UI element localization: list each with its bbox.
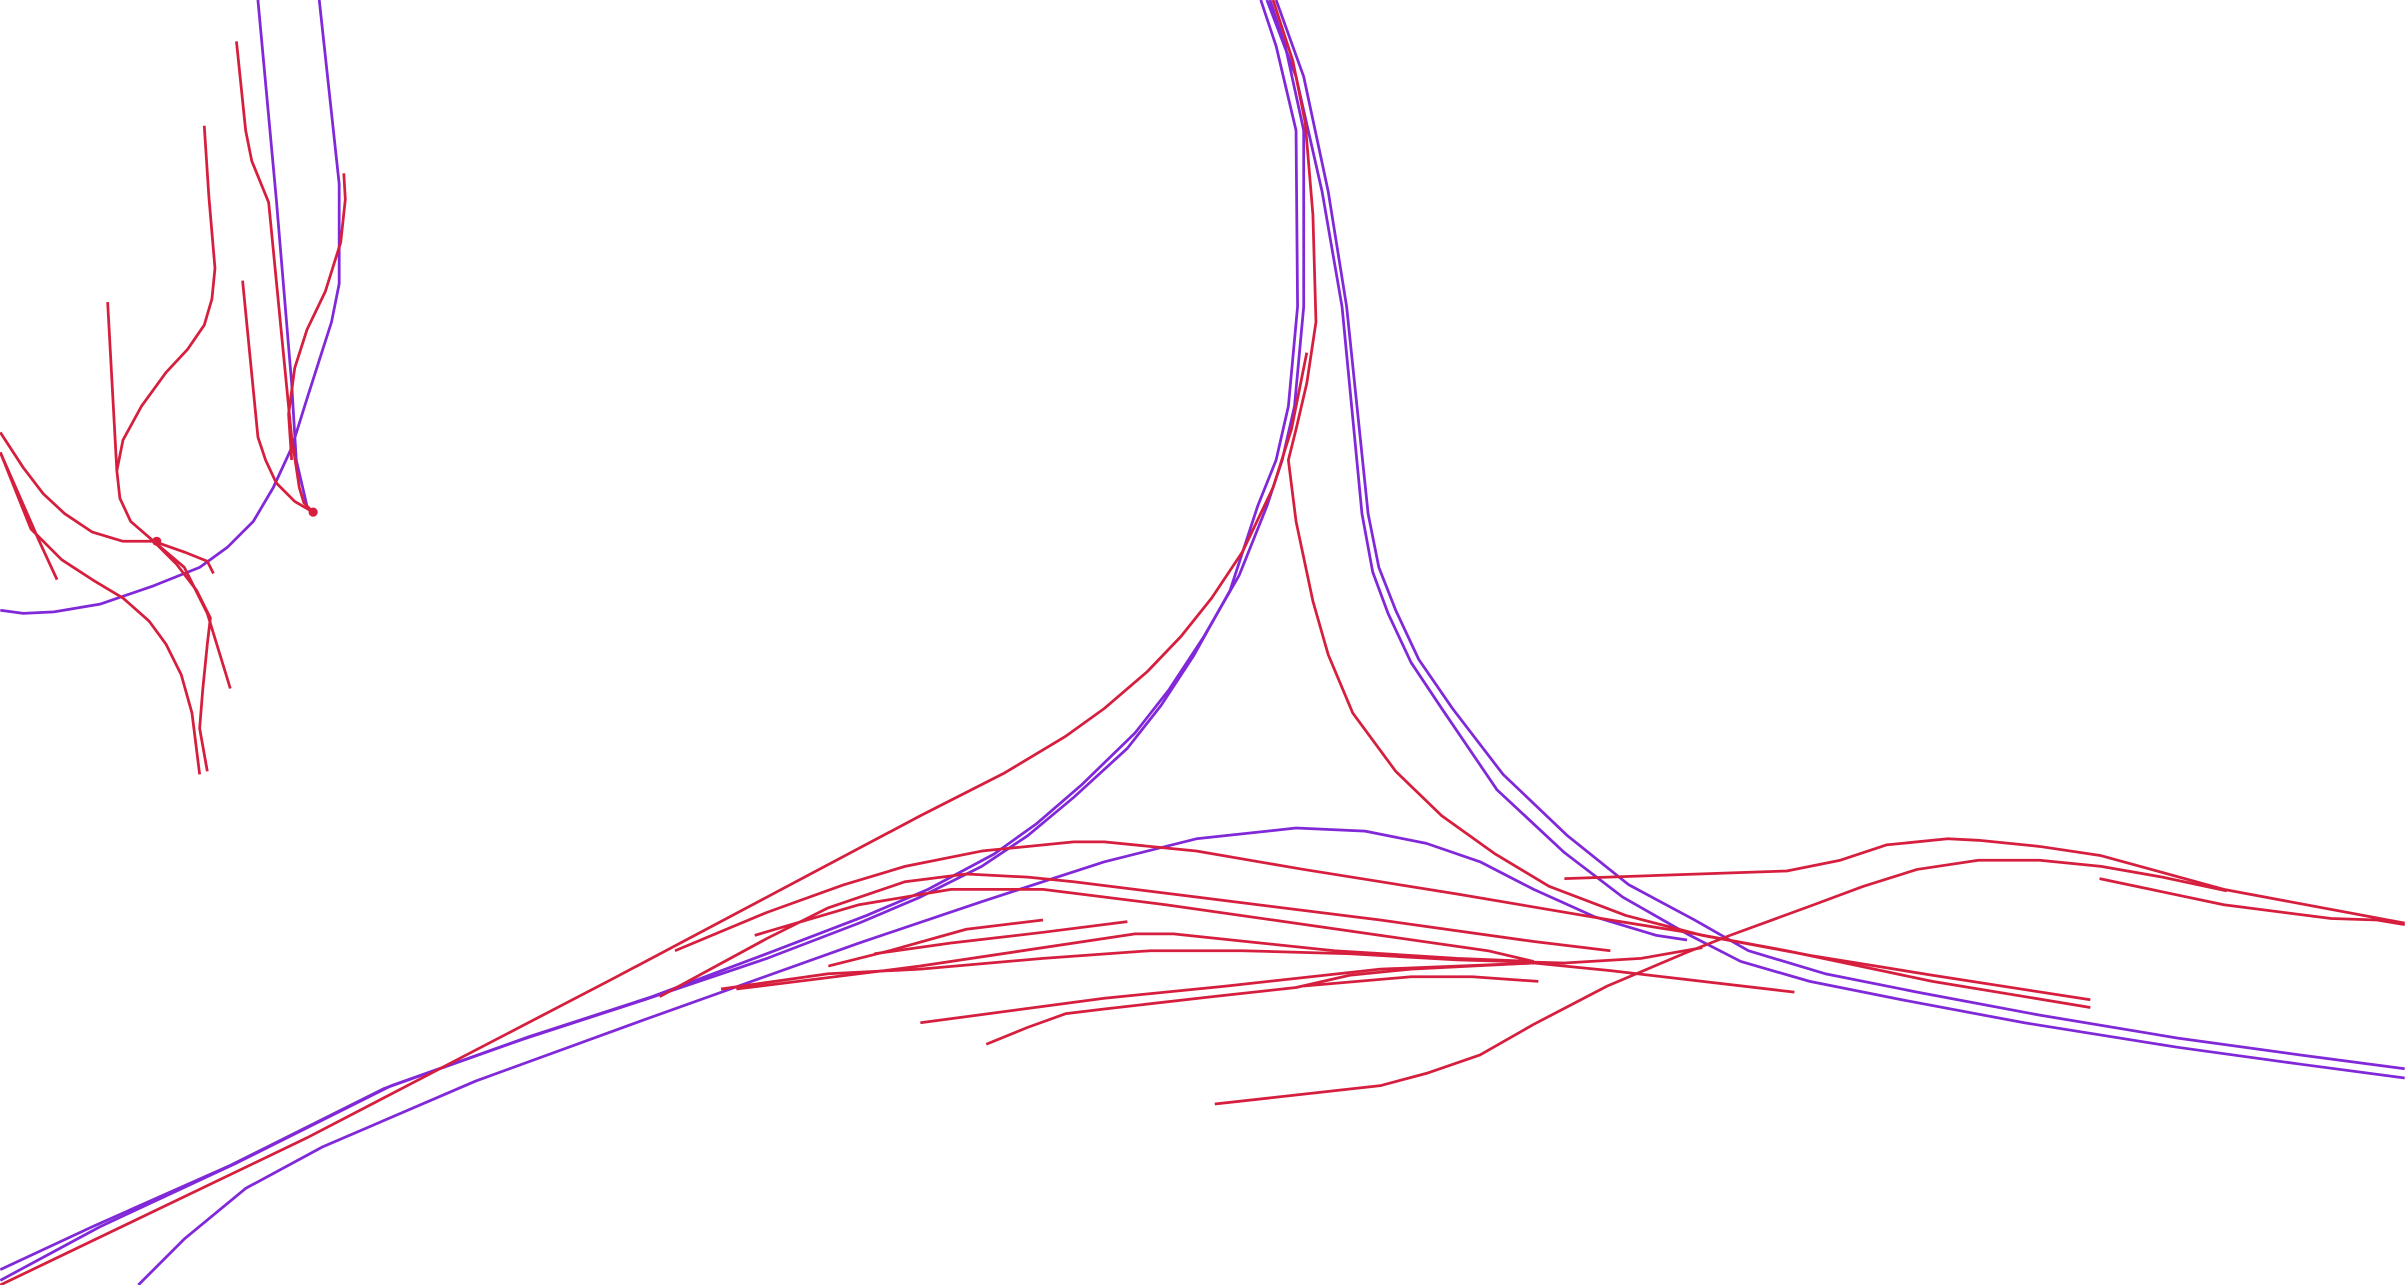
track-line <box>659 872 1611 998</box>
track-line <box>1271 0 2091 1002</box>
track-line <box>2099 877 2405 927</box>
track-line <box>874 920 1128 956</box>
track-line <box>1729 858 2228 937</box>
track-line <box>0 0 1299 1271</box>
track-line <box>106 302 119 471</box>
track-line <box>0 431 215 575</box>
junction-dot <box>308 507 318 517</box>
track-line <box>287 173 347 461</box>
track-line <box>152 540 232 689</box>
track-line <box>115 125 217 772</box>
track-line <box>985 961 1534 1046</box>
junction-dot <box>152 536 162 546</box>
track-line <box>256 0 309 507</box>
track-line <box>754 887 1535 963</box>
track-line <box>241 280 314 514</box>
track-line <box>137 826 1688 1285</box>
track-line <box>1564 837 2405 925</box>
track-line <box>0 352 1309 1285</box>
track-line <box>1214 934 1731 1106</box>
track-line <box>1265 0 2405 1080</box>
track-line <box>1274 0 2405 1071</box>
track-line <box>674 840 2091 1009</box>
track-line <box>235 41 315 514</box>
track-line <box>0 0 341 615</box>
track-line <box>720 946 1703 991</box>
track-line <box>828 918 1044 968</box>
track-line <box>0 451 202 775</box>
track-line <box>736 932 1534 991</box>
track-line <box>0 0 1306 1282</box>
track-line <box>1303 975 1539 988</box>
track-line <box>920 961 1795 1025</box>
